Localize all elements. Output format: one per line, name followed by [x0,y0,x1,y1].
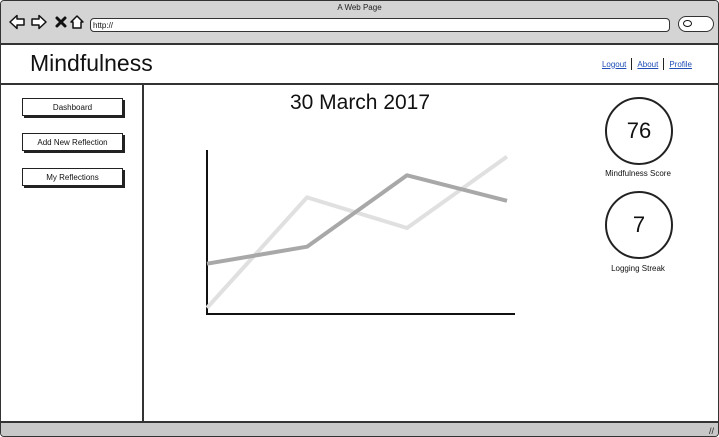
mindfulness-score-label: Mindfulness Score [605,169,671,178]
address-bar[interactable] [90,18,670,32]
dashboard-button[interactable]: Dashboard [22,98,123,116]
link-divider [631,58,633,70]
logging-streak-value: 7 [632,212,646,237]
back-arrow-icon[interactable] [9,14,25,30]
logging-streak-label: Logging Streak [611,264,665,273]
url-input[interactable] [93,19,653,31]
page-date: 30 March 2017 [289,91,431,114]
forward-arrow-icon[interactable] [31,14,47,30]
search-icon [683,20,692,27]
top-links: Logout About Profile [602,58,692,70]
logging-streak-circle: 7 [605,191,673,259]
about-link[interactable]: About [637,59,659,69]
browser-search-box[interactable] [678,16,714,32]
window-title: A Web Page [337,3,382,12]
my-reflections-button[interactable]: My Reflections [22,168,123,186]
chart-series-line-1 [205,154,509,310]
line-chart [205,150,515,315]
resize-grip-icon[interactable]: // [708,426,714,436]
browser-titlebar: A Web Page [1,1,718,45]
app-header: Mindfulness Logout About Profile [1,45,718,85]
close-icon[interactable] [53,14,69,30]
sidebar: Dashboard Add New Reflection My Reflecti… [1,85,144,421]
link-divider [663,58,665,70]
main-content: 30 March 2017 76 Mindfulness Score 7 Log… [144,85,718,421]
mindfulness-score-value: 76 [626,118,652,143]
browser-status-bar: // [1,421,718,436]
mindfulness-score-circle: 76 [605,97,673,165]
profile-link[interactable]: Profile [669,59,692,69]
logout-link[interactable]: Logout [601,59,627,69]
home-icon[interactable] [69,14,85,30]
add-new-reflection-button[interactable]: Add New Reflection [22,133,123,151]
chart-series-line-2 [206,173,508,266]
app-title: Mindfulness [30,50,153,76]
